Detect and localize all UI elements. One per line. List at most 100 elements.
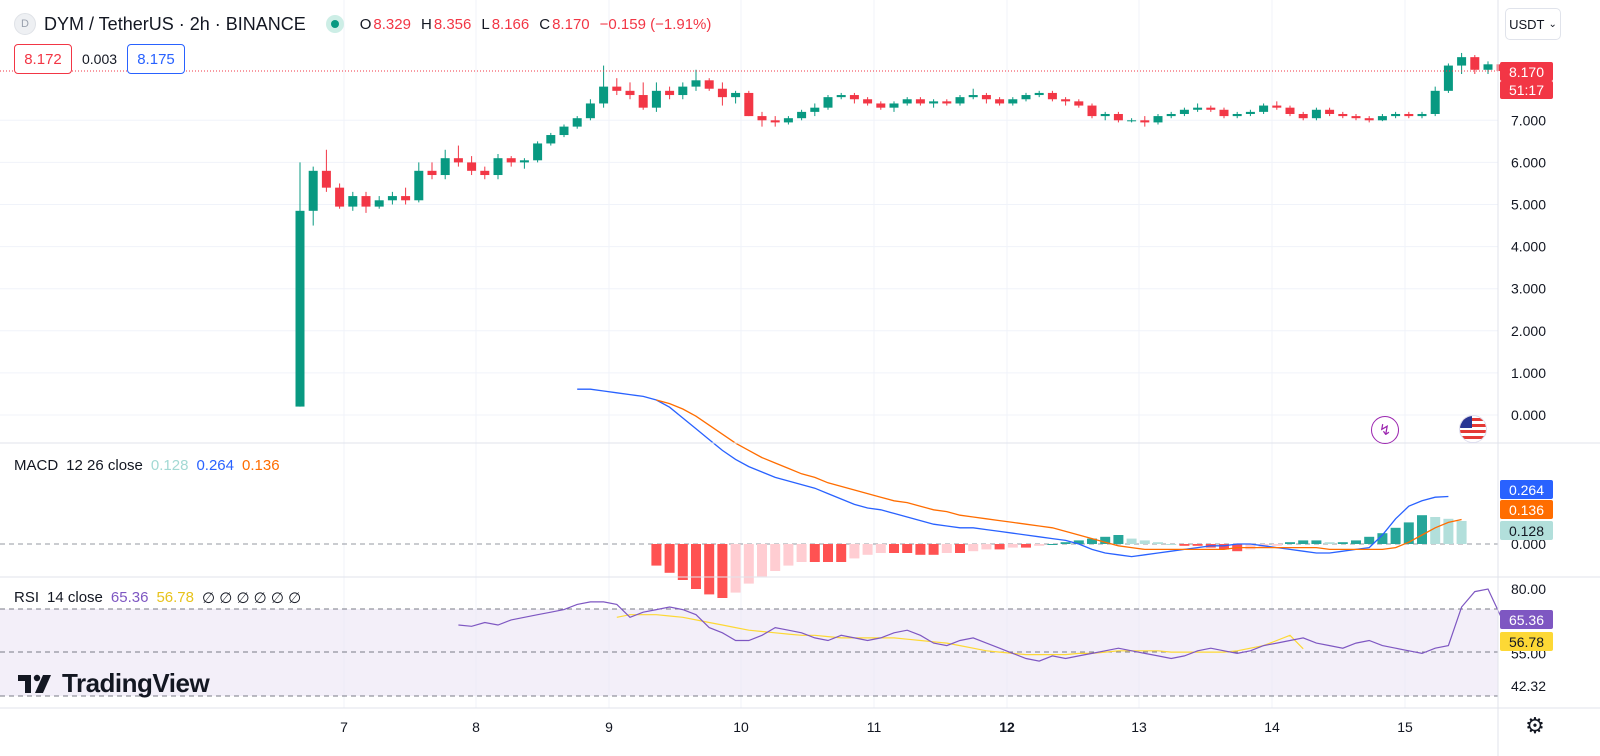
macd-histogram-bar xyxy=(1219,544,1229,550)
macd-histogram-bar xyxy=(1351,540,1361,544)
macd-histogram-bar xyxy=(1073,540,1084,544)
macd-histogram-bar xyxy=(1417,515,1427,544)
candle-body xyxy=(744,92,754,117)
macd-histogram-bar xyxy=(823,544,833,562)
macd-histogram-bar xyxy=(836,544,847,562)
macd-line-value: 0.264 xyxy=(196,457,234,474)
candle-body xyxy=(1140,120,1150,123)
macd-histogram-bar xyxy=(1311,540,1322,544)
macd-histogram-bar xyxy=(1007,544,1018,548)
macd-histogram-bar xyxy=(981,544,992,550)
candle-body xyxy=(1113,113,1123,121)
rsi-ma-value: 56.78 xyxy=(156,589,194,606)
macd-histogram-bar xyxy=(770,544,781,571)
symbol-logo-icon[interactable]: D xyxy=(14,13,36,35)
macd-histogram-bar xyxy=(968,544,979,552)
candle-body xyxy=(691,80,701,87)
macd-histogram-bar xyxy=(875,544,886,553)
price-axis-label: 5.000 xyxy=(1511,197,1546,213)
candle-body xyxy=(902,99,912,104)
candle-body xyxy=(678,86,688,96)
candle-body xyxy=(519,160,529,163)
macd-histogram-bar xyxy=(955,544,965,553)
macd-histogram-bar xyxy=(1271,544,1282,546)
macd-histogram-bar xyxy=(1285,542,1295,544)
histogram-tag: 0.128 xyxy=(1500,521,1553,540)
macd-histogram-bar xyxy=(730,544,741,593)
macd-legend[interactable]: MACD 12 26 close 0.128 0.264 0.136 xyxy=(14,457,280,474)
macd-histogram-bar xyxy=(849,544,860,559)
macd-histogram-bar xyxy=(1166,544,1177,545)
macd-histogram-bar xyxy=(691,544,701,589)
candle-body xyxy=(453,158,463,163)
us-flag-icon[interactable] xyxy=(1459,415,1487,443)
macd-title: MACD xyxy=(14,457,59,474)
market-open-icon[interactable] xyxy=(325,15,344,33)
last-price-tag[interactable]: 8.170 xyxy=(1500,62,1553,81)
candle-body xyxy=(493,158,503,176)
macd-hist-value: 0.128 xyxy=(150,457,189,474)
macd-histogram-bar xyxy=(1021,544,1031,548)
candle-body xyxy=(1443,65,1453,91)
macd-line xyxy=(577,388,1449,558)
rsi-axis-label: 42.32 xyxy=(1511,678,1546,694)
candle-body xyxy=(783,118,793,123)
macd-signal-value: 0.136 xyxy=(242,457,280,474)
candle-body xyxy=(717,88,727,98)
candle-body xyxy=(1364,118,1374,121)
candle-body xyxy=(1351,116,1361,119)
candle-body xyxy=(981,95,991,100)
candle-body xyxy=(427,170,437,176)
candle-body xyxy=(1272,105,1282,108)
candle-body xyxy=(757,116,767,121)
macd-pane[interactable] xyxy=(0,388,1498,598)
lightning-icon[interactable]: ↯ xyxy=(1371,416,1399,444)
gear-icon[interactable]: ⚙ xyxy=(1525,713,1545,738)
candle-body xyxy=(889,103,899,108)
buy-price-button[interactable]: 8.175 xyxy=(127,44,185,74)
low-label: L xyxy=(481,15,490,33)
price-axis-label: 2.000 xyxy=(1511,323,1546,339)
candle-body xyxy=(1245,111,1255,114)
candle-body xyxy=(1377,116,1387,121)
macd-histogram-bar xyxy=(1179,544,1190,546)
macd-histogram-bar xyxy=(1456,520,1467,544)
macd-histogram-bar xyxy=(902,544,913,553)
rsi-legend[interactable]: RSI 14 close 65.36 56.78 ∅ ∅ ∅ ∅ ∅ ∅ xyxy=(14,589,301,607)
candle-body xyxy=(651,90,661,108)
sell-price-button[interactable]: 8.172 xyxy=(14,44,72,74)
macd-histogram-bar xyxy=(677,544,688,580)
rsi-axis-label: 80.00 xyxy=(1511,581,1546,597)
candle-body xyxy=(506,158,516,163)
candle-body xyxy=(770,120,780,123)
currency-button[interactable]: USDT ⌄ xyxy=(1505,8,1561,40)
price-axis-label: 7.000 xyxy=(1511,112,1546,128)
candle-body xyxy=(1259,105,1269,112)
candle-body xyxy=(1232,113,1242,117)
x-tick-label: 10 xyxy=(733,719,749,735)
rsi-tag: 65.36 xyxy=(1500,610,1553,629)
candle-body xyxy=(1021,95,1031,100)
macd-histogram-bar xyxy=(796,544,807,562)
candle-body xyxy=(546,135,556,144)
candle-body xyxy=(955,97,965,104)
macd-histogram-bar xyxy=(1245,544,1256,550)
candle-body xyxy=(1100,113,1110,117)
price-pane[interactable] xyxy=(0,52,1506,407)
macd-histogram-bar xyxy=(1192,544,1203,546)
macd-histogram-bar xyxy=(809,544,820,562)
high-label: H xyxy=(420,15,432,33)
tradingview-logo[interactable]: TradingView xyxy=(16,668,210,699)
macd-histogram-bar xyxy=(928,544,939,555)
candle-body xyxy=(1179,109,1189,114)
macd-params: 12 26 close xyxy=(66,457,143,474)
rsi-ma-line xyxy=(616,614,1304,656)
rsi-pane[interactable] xyxy=(0,588,1529,697)
symbol-title[interactable]: DYM / TetherUS · 2h · BINANCE xyxy=(44,13,306,34)
candle-body xyxy=(1166,113,1176,117)
candle-body xyxy=(823,97,833,108)
candle-body xyxy=(1153,116,1163,123)
price-axis-label: 4.000 xyxy=(1511,239,1546,255)
macd-histogram-bar xyxy=(1100,536,1111,544)
